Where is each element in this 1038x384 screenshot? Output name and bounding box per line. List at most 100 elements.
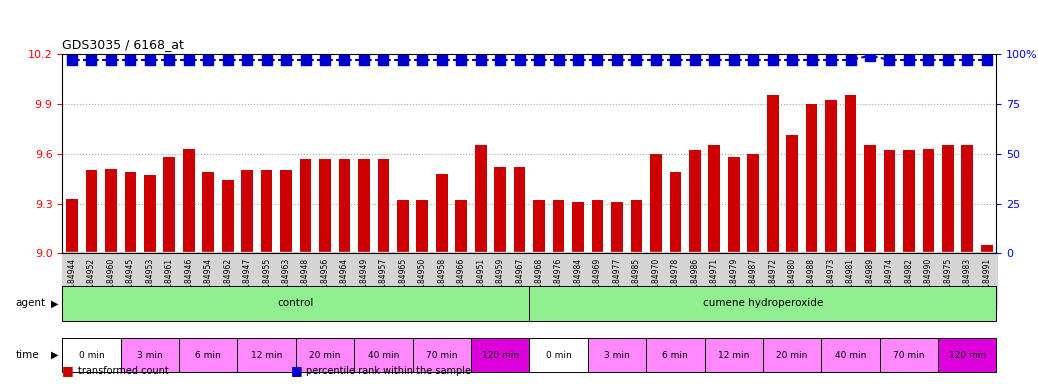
- Bar: [474, 145, 487, 253]
- Text: ■: ■: [291, 364, 302, 377]
- Text: 3 min: 3 min: [137, 351, 163, 360]
- Bar: [416, 200, 429, 253]
- Point: [414, 57, 431, 63]
- Text: cumene hydroperoxide: cumene hydroperoxide: [703, 298, 823, 308]
- Point: [881, 57, 898, 63]
- Bar: [534, 200, 545, 253]
- Bar: [572, 202, 583, 253]
- Point: [161, 57, 177, 63]
- Point: [394, 57, 411, 63]
- Point: [590, 57, 606, 63]
- Text: percentile rank within the sample: percentile rank within the sample: [306, 366, 471, 376]
- Point: [667, 57, 684, 63]
- Bar: [125, 172, 136, 253]
- Bar: [183, 149, 194, 253]
- Bar: [202, 172, 214, 253]
- Point: [434, 57, 450, 63]
- Bar: [747, 154, 759, 253]
- Bar: [961, 145, 974, 253]
- Bar: [494, 167, 507, 253]
- Text: 70 min: 70 min: [426, 351, 458, 360]
- Bar: [943, 145, 954, 253]
- Bar: [456, 200, 467, 253]
- Point: [979, 57, 995, 63]
- Point: [745, 57, 762, 63]
- Text: 70 min: 70 min: [893, 351, 925, 360]
- Bar: [280, 170, 292, 253]
- Bar: [650, 154, 662, 253]
- Text: 20 min: 20 min: [309, 351, 340, 360]
- Point: [706, 57, 722, 63]
- Point: [530, 57, 547, 63]
- Bar: [66, 199, 78, 253]
- Text: 12 min: 12 min: [251, 351, 282, 360]
- Bar: [397, 200, 409, 253]
- Point: [141, 57, 158, 63]
- Bar: [825, 100, 837, 253]
- Point: [628, 57, 645, 63]
- Text: 12 min: 12 min: [718, 351, 749, 360]
- Point: [512, 57, 528, 63]
- Bar: [981, 245, 992, 253]
- Point: [764, 57, 781, 63]
- Point: [550, 57, 567, 63]
- Bar: [261, 170, 272, 253]
- Text: 6 min: 6 min: [662, 351, 688, 360]
- Text: 0 min: 0 min: [546, 351, 572, 360]
- Point: [842, 57, 858, 63]
- Text: 0 min: 0 min: [79, 351, 105, 360]
- Point: [686, 57, 703, 63]
- Text: GDS3035 / 6168_at: GDS3035 / 6168_at: [62, 38, 184, 51]
- Point: [297, 57, 313, 63]
- Point: [453, 57, 469, 63]
- Point: [939, 57, 956, 63]
- Bar: [845, 95, 856, 253]
- Bar: [358, 159, 370, 253]
- Point: [920, 57, 936, 63]
- Bar: [514, 167, 525, 253]
- Bar: [883, 150, 895, 253]
- Text: 6 min: 6 min: [195, 351, 221, 360]
- Point: [356, 57, 373, 63]
- Text: transformed count: transformed count: [78, 366, 168, 376]
- Point: [784, 57, 800, 63]
- Bar: [767, 95, 778, 253]
- Point: [862, 53, 878, 59]
- Bar: [300, 159, 311, 253]
- Bar: [241, 170, 253, 253]
- Bar: [222, 180, 234, 253]
- Text: 3 min: 3 min: [604, 351, 630, 360]
- Bar: [864, 145, 876, 253]
- Point: [336, 57, 353, 63]
- Point: [726, 57, 742, 63]
- Point: [823, 57, 840, 63]
- Point: [570, 57, 586, 63]
- Text: 40 min: 40 min: [835, 351, 866, 360]
- Bar: [903, 150, 914, 253]
- Text: ▶: ▶: [51, 298, 59, 308]
- Point: [608, 57, 625, 63]
- Point: [492, 57, 509, 63]
- Point: [219, 57, 236, 63]
- Point: [648, 57, 664, 63]
- Text: 20 min: 20 min: [776, 351, 808, 360]
- Point: [83, 57, 100, 63]
- Text: agent: agent: [16, 298, 46, 308]
- Bar: [338, 159, 350, 253]
- Bar: [592, 200, 603, 253]
- Point: [901, 57, 918, 63]
- Bar: [805, 104, 818, 253]
- Text: control: control: [277, 298, 315, 308]
- Point: [63, 57, 80, 63]
- Point: [258, 57, 275, 63]
- Text: 120 min: 120 min: [482, 351, 519, 360]
- Point: [278, 57, 295, 63]
- Text: ■: ■: [62, 364, 74, 377]
- Bar: [144, 175, 156, 253]
- Point: [239, 57, 255, 63]
- Point: [103, 57, 119, 63]
- Point: [472, 57, 489, 63]
- Bar: [611, 202, 623, 253]
- Text: 120 min: 120 min: [949, 351, 986, 360]
- Bar: [105, 169, 116, 253]
